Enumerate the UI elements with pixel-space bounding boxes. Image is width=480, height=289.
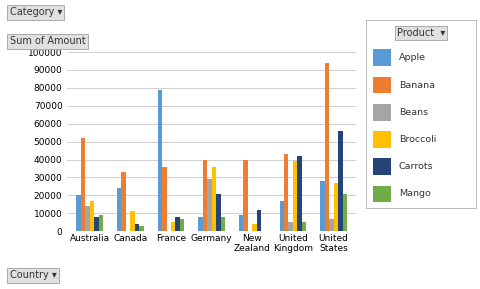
Bar (283, 154, 288, 231)
Bar (297, 156, 301, 231)
Bar (170, 222, 175, 231)
Bar (292, 161, 297, 231)
Text: Carrots: Carrots (398, 162, 432, 171)
Bar (162, 167, 166, 231)
Bar (220, 217, 225, 231)
Bar (98, 215, 103, 231)
Text: Mango: Mango (398, 190, 430, 199)
Bar (139, 226, 144, 231)
Text: Banana: Banana (398, 81, 434, 90)
Bar (211, 167, 216, 231)
Bar (256, 210, 261, 231)
Text: Country ▾: Country ▾ (10, 270, 56, 280)
Bar (175, 217, 180, 231)
Bar (324, 63, 328, 231)
Bar (252, 224, 256, 231)
Bar (333, 183, 337, 231)
Text: Beans: Beans (398, 108, 427, 117)
Bar (202, 160, 207, 231)
Bar (134, 224, 139, 231)
Bar (198, 217, 202, 231)
Text: Broccoli: Broccoli (398, 135, 435, 144)
Text: Sum of Amount: Sum of Amount (10, 36, 85, 46)
Bar (180, 219, 184, 231)
Bar (94, 217, 98, 231)
Bar (85, 206, 89, 231)
FancyBboxPatch shape (372, 131, 390, 148)
FancyBboxPatch shape (372, 104, 390, 121)
Text: Product  ▾: Product ▾ (396, 28, 444, 38)
FancyBboxPatch shape (372, 186, 390, 202)
Bar (279, 201, 283, 231)
Bar (121, 172, 126, 231)
Bar (216, 194, 220, 231)
Text: Category ▾: Category ▾ (10, 7, 62, 17)
Bar (243, 160, 247, 231)
Text: Apple: Apple (398, 53, 425, 62)
FancyBboxPatch shape (372, 158, 390, 175)
Bar (301, 222, 306, 231)
Bar (89, 201, 94, 231)
Bar (81, 138, 85, 231)
Bar (328, 219, 333, 231)
FancyBboxPatch shape (372, 49, 390, 66)
Bar (76, 195, 81, 231)
Bar (157, 90, 162, 231)
Bar (207, 179, 211, 231)
Bar (239, 215, 243, 231)
Bar (337, 131, 342, 231)
Bar (117, 188, 121, 231)
Bar (288, 222, 292, 231)
Bar (342, 194, 346, 231)
Bar (130, 212, 134, 231)
FancyBboxPatch shape (372, 77, 390, 93)
Bar (320, 181, 324, 231)
